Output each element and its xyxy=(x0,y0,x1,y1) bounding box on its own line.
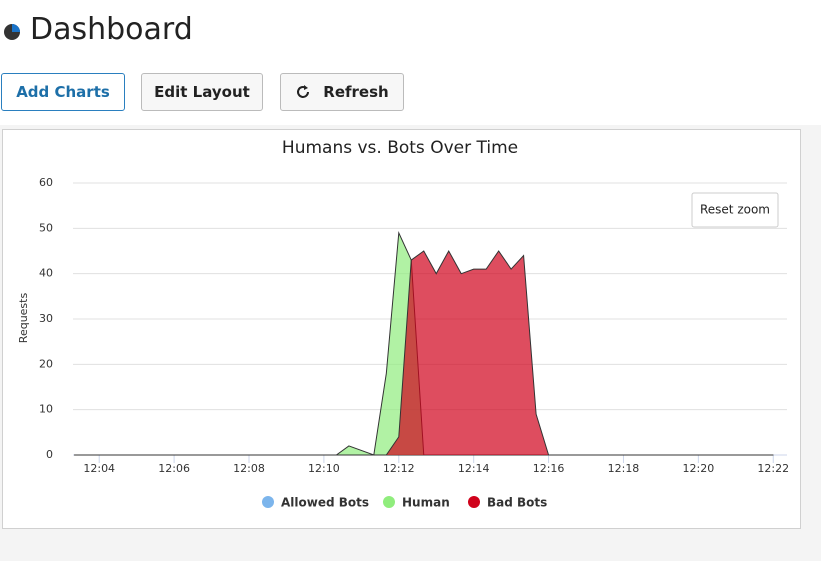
area-fill xyxy=(74,251,774,455)
x-tick-label: 12:12 xyxy=(383,462,415,475)
legend-marker xyxy=(468,496,480,508)
x-tick-label: 12:06 xyxy=(158,462,190,475)
chart-title: Humans vs. Bots Over Time xyxy=(282,138,518,158)
dashboard-icon xyxy=(4,24,20,40)
header: Dashboard Add Charts Edit Layout Refresh xyxy=(0,0,821,125)
y-tick-label: 50 xyxy=(39,221,53,234)
x-tick-label: 12:04 xyxy=(83,462,115,475)
y-tick-label: 20 xyxy=(39,357,53,370)
x-tick-label: 12:14 xyxy=(458,462,490,475)
x-tick-label: 12:18 xyxy=(608,462,640,475)
y-tick-label: 60 xyxy=(39,176,53,189)
legend-marker xyxy=(262,496,274,508)
add-charts-button[interactable]: Add Charts xyxy=(1,73,125,111)
y-tick-label: 30 xyxy=(39,312,53,325)
y-tick-label: 40 xyxy=(39,267,53,280)
x-tick-label: 12:10 xyxy=(308,462,340,475)
refresh-button[interactable]: Refresh xyxy=(280,73,404,111)
x-tick-label: 12:16 xyxy=(533,462,565,475)
legend-label: Human xyxy=(402,496,450,510)
page-title: Dashboard xyxy=(30,12,193,47)
y-tick-label: 0 xyxy=(46,448,53,461)
refresh-label: Refresh xyxy=(323,83,389,101)
x-tick-label: 12:20 xyxy=(683,462,715,475)
y-axis-label: Requests xyxy=(17,293,30,344)
y-tick-label: 10 xyxy=(39,403,53,416)
legend-label: Bad Bots xyxy=(487,496,547,510)
reset-zoom-label[interactable]: Reset zoom xyxy=(700,203,770,217)
legend-label: Allowed Bots xyxy=(281,496,369,510)
refresh-icon xyxy=(297,85,310,98)
x-tick-label: 12:08 xyxy=(233,462,265,475)
edit-layout-button[interactable]: Edit Layout xyxy=(141,73,263,111)
legend-marker xyxy=(383,496,395,508)
reset-zoom-button[interactable] xyxy=(691,192,779,228)
area-line xyxy=(74,249,774,456)
x-tick-label: 12:22 xyxy=(757,462,789,475)
